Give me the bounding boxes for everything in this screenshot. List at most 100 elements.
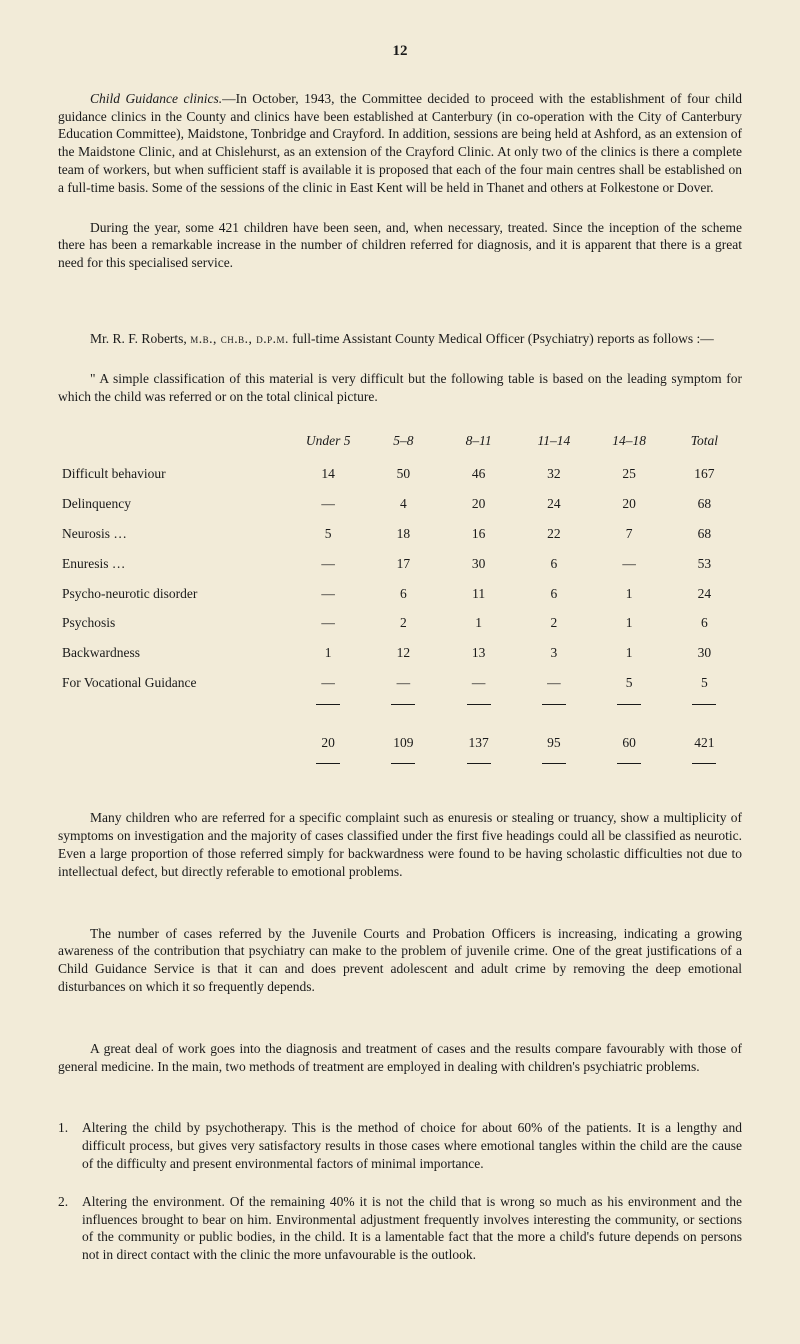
row-label: Backwardness xyxy=(58,638,291,668)
row-label: Difficult behaviour xyxy=(58,459,291,489)
col-8-11: 8–11 xyxy=(441,428,516,460)
spacer xyxy=(58,903,742,925)
para-lead-italic: Child Guidance clinics. xyxy=(90,91,222,106)
cell: 5 xyxy=(592,668,667,698)
cell: 1 xyxy=(441,608,516,638)
para-roberts: Mr. R. F. Roberts, m.b., ch.b., d.p.m. f… xyxy=(58,330,742,348)
page-number: 12 xyxy=(58,42,742,62)
table-header-row: Under 5 5–8 8–11 11–14 14–18 Total xyxy=(58,428,742,460)
cell: 24 xyxy=(516,489,591,519)
cell: 20 xyxy=(441,489,516,519)
table-row: Neurosis …5181622768 xyxy=(58,519,742,549)
spacer xyxy=(58,294,742,330)
cell: 1 xyxy=(291,638,366,668)
cell: 68 xyxy=(667,519,742,549)
roberts-suffix: full-time Assistant County Medical Offic… xyxy=(289,331,714,346)
para-body: —In October, 1943, the Committee decided… xyxy=(58,91,742,195)
roberts-prefix: Mr. R. F. Roberts, xyxy=(90,331,190,346)
para-child-guidance: Child Guidance clinics.—In October, 1943… xyxy=(58,90,742,197)
cell: — xyxy=(291,489,366,519)
spacer xyxy=(58,1097,742,1119)
row-label: Psychosis xyxy=(58,608,291,638)
totals-row: 201091379560421 xyxy=(58,728,742,758)
row-label: Neurosis … xyxy=(58,519,291,549)
cell: — xyxy=(291,549,366,579)
cell: 7 xyxy=(592,519,667,549)
cell: 17 xyxy=(366,549,441,579)
roberts-credentials: m.b., ch.b., d.p.m. xyxy=(190,331,289,346)
cell: 2 xyxy=(366,608,441,638)
para-diagnosis: A great deal of work goes into the diagn… xyxy=(58,1040,742,1076)
list-item: 1. Altering the child by psychotherapy. … xyxy=(58,1119,742,1172)
cell: 1 xyxy=(592,579,667,609)
para-classification: " A simple classification of this materi… xyxy=(58,370,742,406)
cell: — xyxy=(366,668,441,698)
cell: 2 xyxy=(516,608,591,638)
total-cell: 20 xyxy=(291,728,366,758)
row-label: Delinquency xyxy=(58,489,291,519)
cell: 32 xyxy=(516,459,591,489)
total-cell: 109 xyxy=(366,728,441,758)
total-cell: 137 xyxy=(441,728,516,758)
col-blank xyxy=(58,428,291,460)
cell: 30 xyxy=(667,638,742,668)
para-many-children: Many children who are referred for a spe… xyxy=(58,809,742,880)
cell: 11 xyxy=(441,579,516,609)
cell: 5 xyxy=(667,668,742,698)
cell: — xyxy=(516,668,591,698)
cell: 6 xyxy=(516,549,591,579)
total-cell: 421 xyxy=(667,728,742,758)
cell: 167 xyxy=(667,459,742,489)
col-under5: Under 5 xyxy=(291,428,366,460)
total-cell: 95 xyxy=(516,728,591,758)
table-row: Psychosis—21216 xyxy=(58,608,742,638)
cell: — xyxy=(291,668,366,698)
cell: 3 xyxy=(516,638,591,668)
col-5-8: 5–8 xyxy=(366,428,441,460)
cell: 46 xyxy=(441,459,516,489)
cell: 22 xyxy=(516,519,591,549)
cell: 6 xyxy=(667,608,742,638)
row-label: Enuresis … xyxy=(58,549,291,579)
cell: 13 xyxy=(441,638,516,668)
list-number: 1. xyxy=(58,1119,82,1172)
row-label: For Vocational Guidance xyxy=(58,668,291,698)
cell: — xyxy=(592,549,667,579)
cell: 30 xyxy=(441,549,516,579)
cell: 16 xyxy=(441,519,516,549)
cell: 5 xyxy=(291,519,366,549)
methods-list: 1. Altering the child by psychotherapy. … xyxy=(58,1119,742,1264)
cell: 1 xyxy=(592,638,667,668)
symptom-table: Under 5 5–8 8–11 11–14 14–18 Total Diffi… xyxy=(58,428,742,788)
table-body: Difficult behaviour1450463225167Delinque… xyxy=(58,459,742,787)
para-during-year: During the year, some 421 children have … xyxy=(58,219,742,272)
cell: — xyxy=(441,668,516,698)
rule-row xyxy=(58,698,742,728)
cell: 25 xyxy=(592,459,667,489)
cell: 14 xyxy=(291,459,366,489)
list-item: 2. Altering the environment. Of the rema… xyxy=(58,1193,742,1264)
col-total: Total xyxy=(667,428,742,460)
cell: 53 xyxy=(667,549,742,579)
table-row: For Vocational Guidance————55 xyxy=(58,668,742,698)
spacer xyxy=(58,1018,742,1040)
cell: 68 xyxy=(667,489,742,519)
list-text: Altering the environment. Of the remaini… xyxy=(82,1193,742,1264)
cell: 24 xyxy=(667,579,742,609)
para-juvenile-courts: The number of cases referred by the Juve… xyxy=(58,925,742,996)
rule-row xyxy=(58,757,742,787)
table-row: Enuresis …—17306—53 xyxy=(58,549,742,579)
table-row: Delinquency—420242068 xyxy=(58,489,742,519)
cell: — xyxy=(291,579,366,609)
cell: 6 xyxy=(366,579,441,609)
cell: 6 xyxy=(516,579,591,609)
total-cell: 60 xyxy=(592,728,667,758)
list-number: 2. xyxy=(58,1193,82,1264)
row-label: Psycho-neurotic disorder xyxy=(58,579,291,609)
list-text: Altering the child by psychotherapy. Thi… xyxy=(82,1119,742,1172)
col-14-18: 14–18 xyxy=(592,428,667,460)
cell: 20 xyxy=(592,489,667,519)
table-row: Difficult behaviour1450463225167 xyxy=(58,459,742,489)
cell: 12 xyxy=(366,638,441,668)
col-11-14: 11–14 xyxy=(516,428,591,460)
